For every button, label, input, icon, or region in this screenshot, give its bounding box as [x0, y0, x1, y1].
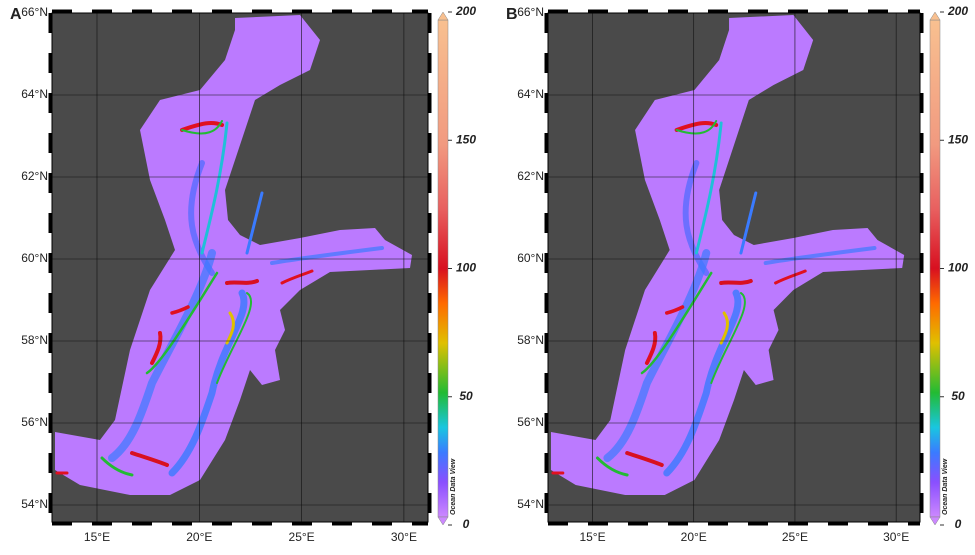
lat-tick-label: 56°N [517, 415, 544, 429]
colorbar-tick-label: 50 [459, 389, 473, 403]
colorbar-tick-label: 150 [456, 132, 476, 146]
lat-tick-label: 64°N [517, 87, 544, 101]
credit-label: Ocean Data View [450, 458, 457, 515]
lon-tick-label: 15°E [84, 530, 110, 544]
lat-tick-label: 58°N [21, 333, 48, 347]
lon-tick-label: 20°E [186, 530, 212, 544]
colorbar-top-arrow [437, 11, 449, 21]
colorbar-bottom-arrow [437, 516, 449, 526]
lon-tick-label: 15°E [579, 530, 605, 544]
map-frame [547, 12, 921, 523]
colorbar-tick-label: 100 [948, 261, 968, 275]
lat-tick-label: 66°N [21, 5, 48, 19]
lat-tick-label: 58°N [517, 333, 544, 347]
lat-tick-label: 60°N [517, 251, 544, 265]
colorbar [437, 19, 449, 518]
lat-tick-label: 60°N [21, 251, 48, 265]
colorbar-tick-label: 150 [948, 132, 968, 146]
panel-label: B [506, 6, 518, 23]
colorbar-tick-label: 100 [456, 261, 476, 275]
map-frame [51, 12, 429, 523]
lon-tick-label: 30°E [391, 530, 417, 544]
lat-tick-label: 56°N [21, 415, 48, 429]
credit-label: Ocean Data View [942, 458, 949, 515]
map-panel: B 54°N 56°N 58°N 60°N 62°N 64°N 66°N 15°E 20°E 25°… [506, 4, 968, 544]
lat-tick-label: 54°N [517, 497, 544, 511]
colorbar-tick-label: 0 [955, 517, 962, 531]
lon-tick-label: 30°E [883, 530, 909, 544]
lat-tick-label: 62°N [517, 169, 544, 183]
lat-tick-label: 64°N [21, 87, 48, 101]
lat-tick-label: 62°N [21, 169, 48, 183]
colorbar-tick-label: 0 [463, 517, 470, 531]
colorbar-bottom-arrow [929, 516, 941, 526]
colorbar [929, 19, 941, 518]
colorbar-tick-label: 200 [947, 4, 968, 18]
map-panel: A 54°N 56°N 58°N 60°N 62°N 64°N 66°N 15°E 20°E 25°… [10, 4, 476, 544]
colorbar-tick-label: 200 [455, 4, 476, 18]
colorbar-top-arrow [929, 11, 941, 21]
lon-tick-label: 20°E [681, 530, 707, 544]
lon-tick-label: 25°E [289, 530, 315, 544]
panel-label: A [10, 6, 22, 23]
lon-tick-label: 25°E [782, 530, 808, 544]
lat-tick-label: 66°N [517, 5, 544, 19]
colorbar-tick-label: 50 [951, 389, 965, 403]
lat-tick-label: 54°N [21, 497, 48, 511]
